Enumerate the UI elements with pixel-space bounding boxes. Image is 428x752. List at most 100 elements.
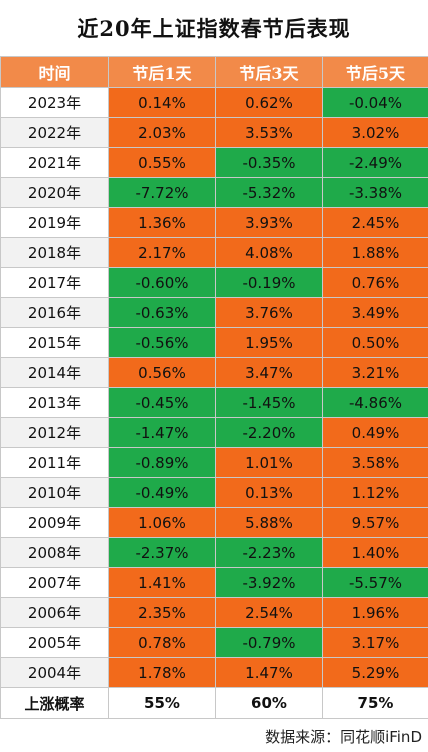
year-cell: 2021年 — [0, 147, 109, 178]
year-cell: 2007年 — [0, 567, 109, 598]
day3-cell: -0.19% — [215, 267, 323, 298]
day1-cell: 2.03% — [108, 117, 216, 148]
table-row: 2005年 0.78% -0.79% 3.17% — [0, 627, 428, 658]
day3-cell: 1.47% — [215, 657, 323, 688]
day5-cell: 3.02% — [322, 117, 428, 148]
table-row: 2017年 -0.60% -0.19% 0.76% — [0, 267, 428, 298]
day1-cell: 0.14% — [108, 87, 216, 118]
day3-cell: 1.95% — [215, 327, 323, 358]
summary-label: 上涨概率 — [0, 687, 109, 719]
day5-cell: 3.49% — [322, 297, 428, 328]
column-header-time: 时间 — [0, 56, 109, 88]
day3-cell: -2.23% — [215, 537, 323, 568]
year-cell: 2006年 — [0, 597, 109, 628]
table-row: 2010年 -0.49% 0.13% 1.12% — [0, 477, 428, 508]
day1-cell: 0.55% — [108, 147, 216, 178]
day3-cell: -0.79% — [215, 627, 323, 658]
year-cell: 2020年 — [0, 177, 109, 208]
summary-row: 上涨概率 55% 60% 75% — [0, 687, 428, 719]
day1-cell: -1.47% — [108, 417, 216, 448]
day5-cell: 9.57% — [322, 507, 428, 538]
day5-cell: -4.86% — [322, 387, 428, 418]
day3-cell: 0.62% — [215, 87, 323, 118]
source-note: 数据来源：同花顺iFinD — [265, 727, 422, 746]
year-cell: 2005年 — [0, 627, 109, 658]
year-cell: 2004年 — [0, 657, 109, 688]
table-row: 2012年 -1.47% -2.20% 0.49% — [0, 417, 428, 448]
day5-cell: 1.40% — [322, 537, 428, 568]
summary-day1: 55% — [108, 687, 216, 719]
day5-cell: 3.17% — [322, 627, 428, 658]
day3-cell: 5.88% — [215, 507, 323, 538]
year-cell: 2016年 — [0, 297, 109, 328]
day3-cell: -2.20% — [215, 417, 323, 448]
column-header-day1: 节后1天 — [108, 56, 216, 88]
column-header-day5: 节后5天 — [322, 56, 428, 88]
day1-cell: -0.49% — [108, 477, 216, 508]
day3-cell: -5.32% — [215, 177, 323, 208]
day1-cell: 0.78% — [108, 627, 216, 658]
day1-cell: -0.63% — [108, 297, 216, 328]
day3-cell: 3.53% — [215, 117, 323, 148]
table-row: 2013年 -0.45% -1.45% -4.86% — [0, 387, 428, 418]
summary-day5: 75% — [322, 687, 428, 719]
table-body: 2023年 0.14% 0.62% -0.04% 2022年 2.03% 3.53% 3.02… — [0, 87, 428, 688]
day3-cell: 3.47% — [215, 357, 323, 388]
table-row: 2023年 0.14% 0.62% -0.04% — [0, 87, 428, 118]
day5-cell: -3.38% — [322, 177, 428, 208]
day5-cell: 1.96% — [322, 597, 428, 628]
day1-cell: 1.78% — [108, 657, 216, 688]
table-row: 2008年 -2.37% -2.23% 1.40% — [0, 537, 428, 568]
data-table: 时间 节后1天 节后3天 节后5天 2023年 0.14% 0.62% -0.04% 2… — [0, 56, 428, 719]
table-row: 2015年 -0.56% 1.95% 0.50% — [0, 327, 428, 358]
year-cell: 2009年 — [0, 507, 109, 538]
day5-cell: 2.45% — [322, 207, 428, 238]
header-row: 时间 节后1天 节后3天 节后5天 — [0, 56, 428, 88]
day3-cell: 2.54% — [215, 597, 323, 628]
table-row: 2020年 -7.72% -5.32% -3.38% — [0, 177, 428, 208]
day1-cell: 2.17% — [108, 237, 216, 268]
day1-cell: 0.56% — [108, 357, 216, 388]
table-row: 2009年 1.06% 5.88% 9.57% — [0, 507, 428, 538]
table-row: 2016年 -0.63% 3.76% 3.49% — [0, 297, 428, 328]
table-row: 2007年 1.41% -3.92% -5.57% — [0, 567, 428, 598]
table-row: 2021年 0.55% -0.35% -2.49% — [0, 147, 428, 178]
day1-cell: -0.89% — [108, 447, 216, 478]
day5-cell: -0.04% — [322, 87, 428, 118]
day5-cell: 0.49% — [322, 417, 428, 448]
day3-cell: 4.08% — [215, 237, 323, 268]
day5-cell: 5.29% — [322, 657, 428, 688]
day3-cell: -1.45% — [215, 387, 323, 418]
day5-cell: 1.88% — [322, 237, 428, 268]
day1-cell: 1.41% — [108, 567, 216, 598]
table-row: 2006年 2.35% 2.54% 1.96% — [0, 597, 428, 628]
day5-cell: 3.58% — [322, 447, 428, 478]
year-cell: 2019年 — [0, 207, 109, 238]
day3-cell: 1.01% — [215, 447, 323, 478]
day5-cell: -5.57% — [322, 567, 428, 598]
year-cell: 2014年 — [0, 357, 109, 388]
year-cell: 2013年 — [0, 387, 109, 418]
year-cell: 2018年 — [0, 237, 109, 268]
day3-cell: -0.35% — [215, 147, 323, 178]
day1-cell: 2.35% — [108, 597, 216, 628]
year-cell: 2012年 — [0, 417, 109, 448]
day1-cell: 1.36% — [108, 207, 216, 238]
year-cell: 2010年 — [0, 477, 109, 508]
year-cell: 2011年 — [0, 447, 109, 478]
day1-cell: -0.56% — [108, 327, 216, 358]
table-row: 2014年 0.56% 3.47% 3.21% — [0, 357, 428, 388]
day1-cell: -7.72% — [108, 177, 216, 208]
day5-cell: -2.49% — [322, 147, 428, 178]
day1-cell: -2.37% — [108, 537, 216, 568]
table-row: 2019年 1.36% 3.93% 2.45% — [0, 207, 428, 238]
year-cell: 2015年 — [0, 327, 109, 358]
summary-day3: 60% — [215, 687, 323, 719]
table-row: 2022年 2.03% 3.53% 3.02% — [0, 117, 428, 148]
day1-cell: -0.60% — [108, 267, 216, 298]
day1-cell: -0.45% — [108, 387, 216, 418]
year-cell: 2022年 — [0, 117, 109, 148]
day5-cell: 0.50% — [322, 327, 428, 358]
day3-cell: 3.76% — [215, 297, 323, 328]
